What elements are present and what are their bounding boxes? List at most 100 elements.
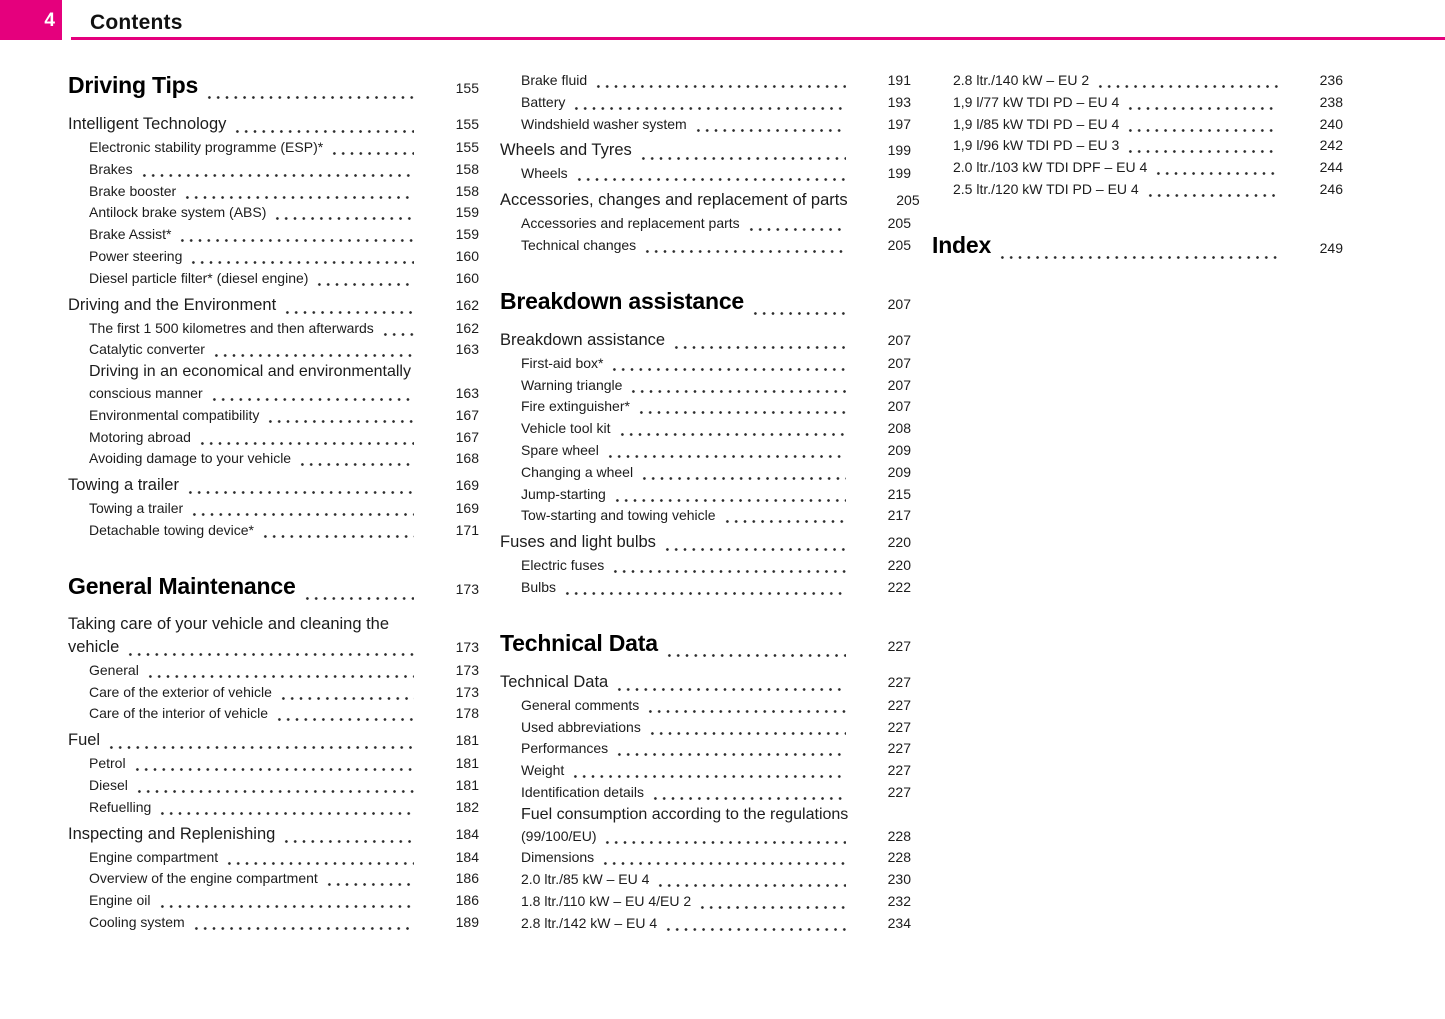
toc-entry-label: Environmental compatibility xyxy=(89,406,260,423)
toc-entry-row: Used abbreviations 227 xyxy=(521,716,911,739)
toc-entry-row: Overview of the engine compartment 186 xyxy=(89,868,479,891)
toc-entry: 2.8 ltr./140 kW – EU 2 236 xyxy=(932,70,1343,92)
dot-leader xyxy=(998,229,1278,263)
toc-entry-row: Dimensions 228 xyxy=(521,847,911,870)
toc-entry: Refuelling 182 xyxy=(68,796,479,819)
toc-entry-label: Avoiding damage to your vehicle xyxy=(89,450,292,467)
toc-entry: Spare wheel 209 xyxy=(500,439,911,462)
toc-entry: Catalytic converter 163 xyxy=(68,339,479,362)
dot-leader xyxy=(1126,135,1278,158)
dot-leader xyxy=(274,703,414,726)
dot-leader xyxy=(282,821,414,847)
dot-leader xyxy=(693,113,846,136)
toc-entry-label: Used abbreviations xyxy=(521,718,641,735)
dot-leader xyxy=(302,570,414,604)
toc-entry-label: General xyxy=(89,661,139,678)
dot-leader xyxy=(233,112,414,137)
toc-entry: General Maintenance 173 xyxy=(68,570,479,604)
toc-entry-label: Refuelling xyxy=(89,798,152,815)
dot-leader xyxy=(157,890,414,912)
toc-entry: General 173 xyxy=(68,659,479,682)
toc-entry-label: The first 1 500 kilometres and then afte… xyxy=(89,319,374,336)
toc-entry-label: Detachable towing device* xyxy=(89,521,254,538)
dot-leader xyxy=(283,292,414,318)
toc-entry: Power steering 160 xyxy=(68,245,479,268)
toc-entry-page: 181 xyxy=(455,755,479,772)
toc-entry-label: First-aid box* xyxy=(521,354,604,371)
toc-entry-row: Identification details 227 xyxy=(521,781,911,804)
toc-entry-label: Accessories and replacement parts xyxy=(521,215,740,232)
toc-entry-label: Breakdown assistance xyxy=(500,330,666,349)
toc-entry-page: 227 xyxy=(887,637,911,654)
toc-entry-label: Changing a wheel xyxy=(521,463,634,480)
toc-entry: Care of the exterior of vehicle 173 xyxy=(68,681,479,704)
toc-entry: Environmental compatibility 167 xyxy=(68,404,479,427)
toc-entry-label: Towing a trailer xyxy=(68,476,179,495)
toc-entry-row: Intelligent Technology 155 xyxy=(68,112,479,137)
toc-column-3: 2.8 ltr./140 kW – EU 2 236 1,9 l/77 kW TDI… xyxy=(932,70,1343,935)
toc-entry-label: Bulbs xyxy=(521,578,557,595)
dot-leader xyxy=(1096,70,1278,92)
toc-entry-page: 234 xyxy=(887,914,911,931)
toc-entry: 2.0 ltr./103 kW TDI DPF – EU 4 244 xyxy=(932,157,1343,179)
toc-entry-row: conscious manner 163 xyxy=(89,382,479,405)
dot-leader xyxy=(1154,157,1278,179)
dot-leader xyxy=(617,418,846,440)
toc-entry-row: Changing a wheel 209 xyxy=(521,461,911,484)
toc-entry-page: 155 xyxy=(455,116,479,132)
toc-entry-label: Driving and the Environment xyxy=(68,295,277,314)
dot-leader xyxy=(380,317,414,340)
toc-entry-label: Wheels xyxy=(521,165,568,182)
dot-leader xyxy=(571,760,846,782)
toc-entry-row: 1,9 l/96 kW TDI PD – EU 3 242 xyxy=(953,135,1343,158)
toc-entry-page: 209 xyxy=(887,463,911,480)
toc-entry: Wheels 199 xyxy=(500,163,911,186)
toc-entry-row: Petrol 181 xyxy=(89,753,479,775)
toc-entry-row: Tow-starting and towing vehicle 217 xyxy=(521,505,911,528)
toc-entry-page: 197 xyxy=(887,115,911,132)
toc-entry: Technical Data 227 xyxy=(500,669,911,695)
toc-entry-page: 236 xyxy=(1319,72,1343,88)
toc-entry-label: Care of the interior of vehicle xyxy=(89,705,268,722)
toc-entry-label: vehicle xyxy=(68,637,120,656)
dot-leader xyxy=(261,519,414,542)
toc-entry-label: Engine compartment xyxy=(89,848,219,865)
dot-leader xyxy=(139,158,414,181)
dot-leader xyxy=(662,530,846,556)
toc-entry: Changing a wheel 209 xyxy=(500,461,911,484)
dot-leader xyxy=(1145,178,1278,201)
toc-entry-label: (99/100/EU) xyxy=(521,827,597,844)
toc-entry-row: General 173 xyxy=(89,659,479,682)
dot-leader xyxy=(185,473,414,499)
toc-entry-row: Cooling system 189 xyxy=(89,911,479,934)
toc-entry-label: Vehicle tool kit xyxy=(521,420,611,437)
toc-entry-page: 227 xyxy=(887,673,911,690)
toc-entry-label: Engine oil xyxy=(89,892,151,909)
toc-entry-label: Brake booster xyxy=(89,182,177,199)
toc-entry: Driving Tips 155 xyxy=(68,70,479,103)
toc-entry-row: 1.8 ltr./110 kW – EU 4/EU 2 232 xyxy=(521,890,911,913)
toc-entry: 2.5 ltr./120 kW TDI PD – EU 4 246 xyxy=(932,178,1343,201)
toc-entry-row: Care of the exterior of vehicle 173 xyxy=(89,681,479,704)
toc-entry-row: 2.0 ltr./85 kW – EU 4 230 xyxy=(521,869,911,891)
dot-leader xyxy=(278,681,414,704)
toc-entry-page: 205 xyxy=(887,236,911,253)
toc-entry-page: 217 xyxy=(887,507,911,524)
toc-entry: Bulbs 222 xyxy=(500,576,911,599)
toc-entry-page: 159 xyxy=(455,226,479,243)
toc-entry-row: Technical Data 227 xyxy=(500,669,911,695)
toc-entry: Intelligent Technology 155 xyxy=(68,112,479,137)
dot-leader xyxy=(640,461,846,484)
toc-entry-label: Brake fluid xyxy=(521,72,588,88)
dot-leader xyxy=(211,339,414,362)
toc-entry: The first 1 500 kilometres and then afte… xyxy=(68,317,479,340)
toc-entry-page: 244 xyxy=(1319,159,1343,176)
toc-entry: Dimensions 228 xyxy=(500,847,911,870)
toc-entry-label: Technical Data xyxy=(500,672,609,691)
toc-entry-row: Electronic stability programme (ESP)* 155 xyxy=(89,137,479,159)
toc-columns: Driving Tips 155 Intelligent Technology 155… xyxy=(68,70,1343,935)
dot-leader xyxy=(298,448,414,471)
toc-entry: Tow-starting and towing vehicle 217 xyxy=(500,505,911,528)
dot-leader xyxy=(698,890,846,913)
toc-entry-row: Engine oil 186 xyxy=(89,890,479,912)
